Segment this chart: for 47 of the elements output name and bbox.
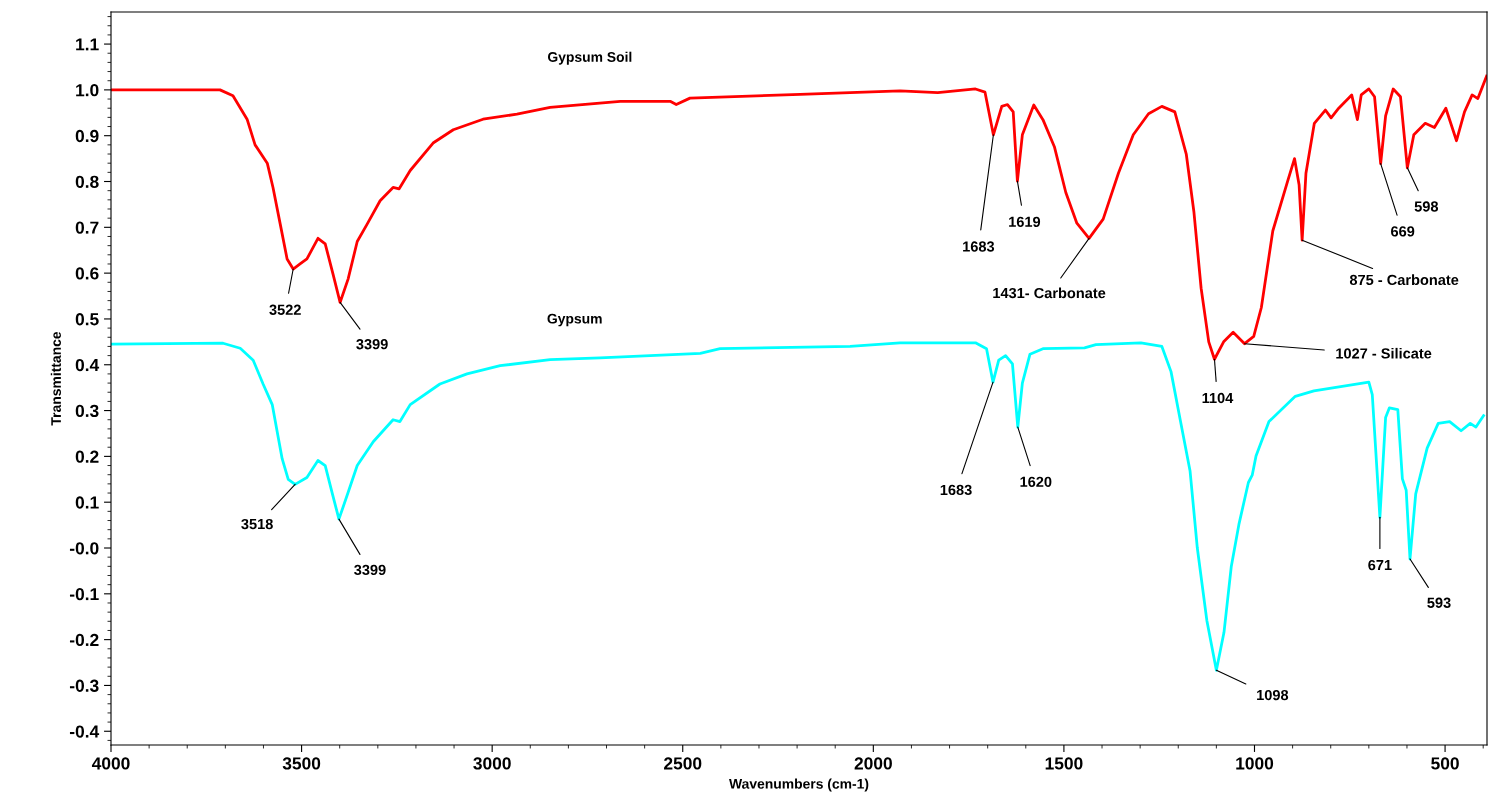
- y-tick-label: 0.1: [75, 496, 99, 509]
- x-tick-label: 500: [1431, 757, 1459, 770]
- y-tick-label: 0.5: [75, 313, 99, 326]
- annotation: 3399: [354, 564, 386, 576]
- y-tick-label: 1.0: [76, 84, 99, 97]
- annotation: 1620: [1020, 476, 1052, 487]
- x-tick-label: 4000: [91, 757, 130, 770]
- x-tick-label: 2500: [664, 757, 702, 770]
- y-axis-title: Transmittance: [50, 331, 61, 426]
- x-tick-label: 3000: [473, 757, 511, 770]
- annotation: 1619: [1009, 216, 1041, 227]
- y-tick-label: -0.1: [69, 587, 99, 601]
- x-tick-label: 1000: [1236, 757, 1274, 770]
- y-tick-label: 0.8: [75, 175, 99, 188]
- y-tick-label: -0.0: [69, 542, 99, 555]
- annotation: 1027 - Silicate: [1336, 347, 1432, 359]
- x-tick-label: 3500: [282, 757, 321, 770]
- y-tick-label: 0.4: [75, 358, 100, 372]
- text: Gypsum: [547, 313, 602, 327]
- text: Gypsum Soil: [547, 51, 632, 65]
- annotation: 1431- Carbonate: [993, 287, 1106, 299]
- line-series: [111, 74, 1487, 361]
- annotation: 1683: [963, 241, 995, 252]
- annotation: 3399: [356, 339, 388, 350]
- annotation: 593: [1427, 597, 1451, 608]
- annotation: 3518: [241, 518, 273, 530]
- y-tick-label: -0.2: [69, 633, 99, 647]
- y-tick-label: 0.6: [75, 267, 99, 280]
- annotation: 3522: [269, 304, 301, 315]
- line-series: [111, 341, 1485, 672]
- annotation: 875 - Carbonate: [1349, 274, 1459, 286]
- x-axis-title: Wavenumbers (cm-1): [729, 778, 869, 792]
- x-tick-label: 2000: [854, 757, 892, 770]
- annotation: 598: [1414, 201, 1439, 212]
- annotation: 671: [1368, 559, 1392, 571]
- y-tick-label: -0.4: [69, 725, 100, 738]
- y-tick-label: 1.1: [76, 38, 99, 51]
- y-tick-label: -0.3: [69, 679, 99, 692]
- y-tick-label: 0.9: [75, 129, 99, 143]
- annotation: 1104: [1202, 392, 1234, 404]
- x-tick-label: 1500: [1045, 757, 1083, 770]
- y-tick-label: 0.3: [75, 404, 99, 418]
- y-tick-label: 0.2: [75, 450, 99, 463]
- annotation: 1098: [1257, 689, 1289, 701]
- annotation: 1683: [940, 484, 972, 496]
- y-tick-label: 0.7: [75, 221, 99, 234]
- annotation: 669: [1391, 226, 1415, 237]
